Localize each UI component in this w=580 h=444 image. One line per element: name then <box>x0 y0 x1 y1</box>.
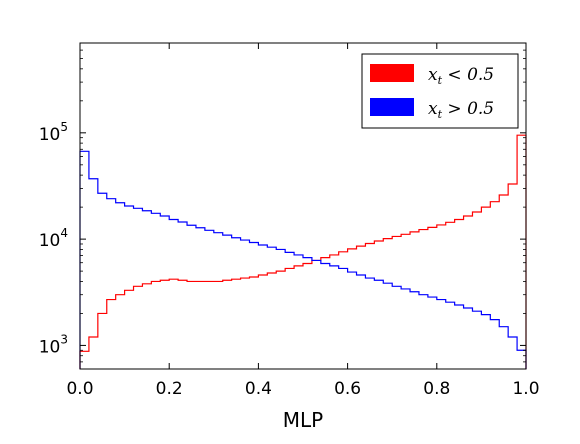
legend-label-red: xt < 0.5 <box>428 65 494 87</box>
legend-swatch-red <box>370 64 414 82</box>
x-tick-label: 1.0 <box>512 379 539 399</box>
legend-label-blue: xt > 0.5 <box>428 99 494 121</box>
legend-swatch-blue <box>370 98 414 116</box>
series-red-step-line <box>79 134 527 369</box>
legend: xt < 0.5 xt > 0.5 <box>361 53 519 129</box>
x-tick-label: 0.2 <box>156 379 183 399</box>
x-tick-label: 0.0 <box>66 379 93 399</box>
x-axis-title: MLP <box>283 408 323 432</box>
x-tick-label: 0.4 <box>245 379 272 399</box>
axes-frame <box>79 42 527 370</box>
y-ticks: 103 104 105 <box>39 42 526 370</box>
y-tick-label: 103 <box>39 332 68 357</box>
x-tick-label: 0.6 <box>334 379 361 399</box>
series-blue-step-line <box>79 150 527 369</box>
x-ticks: 0.0 0.2 0.4 0.6 0.8 1.0 <box>66 43 540 399</box>
series-layer <box>79 134 527 369</box>
y-tick-label: 105 <box>39 120 68 145</box>
y-tick-label: 104 <box>39 226 68 251</box>
x-tick-label: 0.8 <box>423 379 450 399</box>
